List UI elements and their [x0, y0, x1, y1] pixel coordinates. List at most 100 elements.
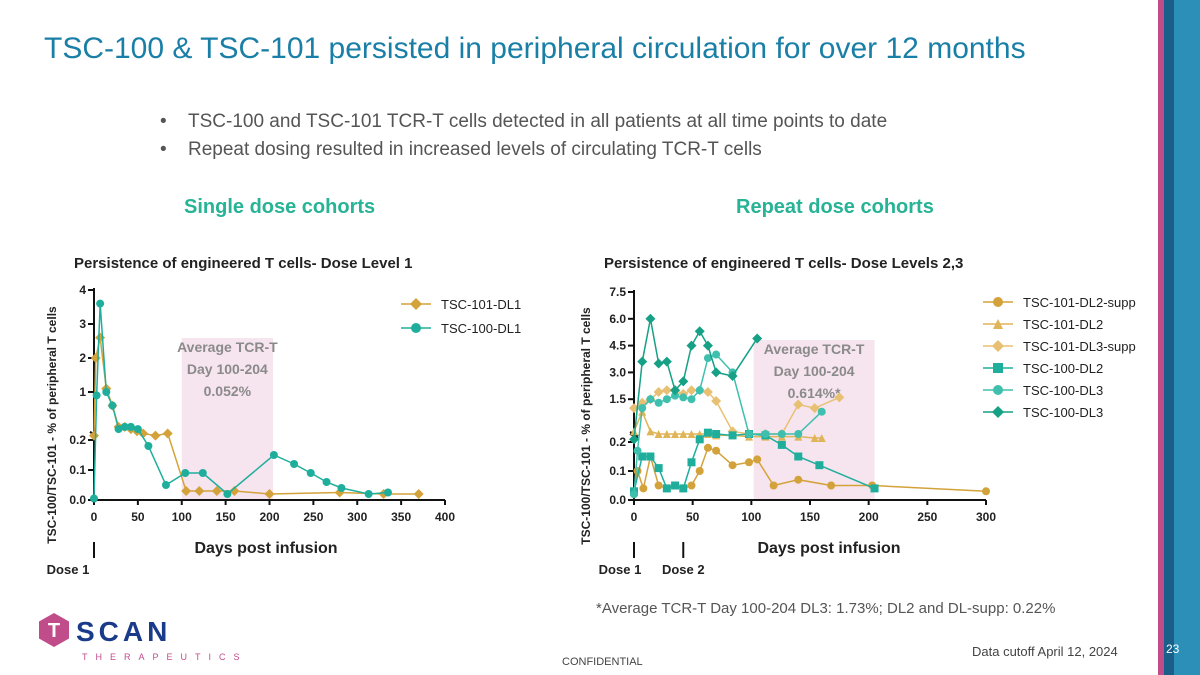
tscan-logo: T SCAN THERAPEUTICS — [36, 612, 240, 662]
page-title: TSC-100 & TSC-101 persisted in periphera… — [44, 32, 1026, 65]
y-tick-label: 0.1 — [609, 464, 626, 478]
data-point — [264, 489, 275, 499]
band-label: 0.052% — [204, 383, 252, 399]
y-axis-label: TSC-100/TSC-101 - % of peripheral T cell… — [45, 306, 59, 544]
confidential-label: CONFIDENTIAL — [562, 656, 643, 668]
data-point — [89, 430, 99, 441]
data-point — [744, 430, 753, 438]
data-point — [638, 404, 647, 413]
data-point — [654, 481, 663, 490]
data-point — [686, 340, 697, 351]
data-point — [727, 370, 738, 381]
band-label: Average TCR-T — [764, 341, 865, 357]
data-point — [827, 481, 836, 490]
average-band — [753, 340, 875, 500]
data-point — [870, 484, 879, 493]
data-point — [703, 354, 712, 363]
legend-label: TSC-101-DL1 — [441, 297, 521, 312]
data-point — [411, 323, 421, 333]
data-point — [211, 486, 222, 496]
data-point — [687, 458, 696, 467]
data-point — [728, 461, 737, 470]
data-point — [364, 490, 373, 498]
y-tick-label: 6.0 — [609, 312, 626, 326]
data-point — [126, 422, 135, 431]
data-point — [383, 488, 392, 497]
band-label: 0.614%* — [788, 385, 841, 401]
data-point — [194, 486, 205, 496]
y-tick-label: 0.0 — [69, 493, 86, 507]
dose-label: Dose 1 — [47, 562, 90, 577]
x-tick-label: 50 — [131, 510, 145, 524]
y-tick-label: 4.5 — [609, 339, 626, 353]
data-point — [815, 461, 824, 470]
y-tick-label: 4 — [79, 283, 86, 297]
data-point — [229, 486, 240, 496]
data-point — [702, 387, 713, 398]
legend-label: TSC-101-DL2-supp — [1023, 295, 1136, 310]
y-tick-label: 0.2 — [609, 435, 626, 449]
series-tsc-100-dl1 — [90, 299, 392, 503]
data-point — [679, 393, 688, 402]
data-point — [653, 387, 664, 398]
dose-label: Dose 2 — [662, 562, 705, 577]
data-point — [653, 358, 664, 369]
data-point — [654, 398, 663, 407]
data-point — [637, 356, 648, 367]
dose-label: Dose 1 — [599, 562, 642, 577]
data-point — [144, 442, 153, 450]
data-point — [223, 490, 232, 498]
data-point — [630, 490, 638, 499]
y-tick-label: 3 — [79, 317, 86, 331]
logo-word: SCAN — [76, 616, 172, 647]
data-point — [269, 451, 278, 459]
data-point — [670, 385, 681, 396]
data-point — [810, 434, 819, 442]
data-point — [777, 440, 786, 449]
band-label: Day 100-204 — [774, 363, 855, 379]
data-point — [992, 406, 1004, 418]
data-point — [817, 434, 826, 442]
data-point — [90, 353, 101, 363]
data-point — [993, 385, 1003, 395]
y-tick-label: 2 — [79, 351, 86, 365]
data-point — [817, 407, 826, 416]
y-axis-label: TSC-100/TSC-101 - % of peripheral T cell… — [579, 307, 593, 545]
legend-item: TSC-100-DL1 — [401, 321, 521, 336]
data-point — [662, 430, 671, 438]
legend-item: TSC-100-DL3 — [983, 383, 1103, 398]
bullet-item: TSC-100 and TSC-101 TCR-T cells detected… — [160, 108, 887, 136]
data-point — [671, 430, 680, 438]
data-point — [794, 475, 803, 484]
legend-label: TSC-100-DL2 — [1023, 361, 1103, 376]
x-tick-label: 200 — [859, 510, 879, 524]
data-point — [306, 469, 315, 477]
legend-label: TSC-101-DL2 — [1023, 317, 1103, 332]
data-point — [679, 484, 688, 493]
right-heading: Repeat dose cohorts — [736, 196, 934, 218]
data-point — [322, 478, 331, 486]
legend-label: TSC-100-DL1 — [441, 321, 521, 336]
x-tick-label: 0 — [631, 510, 638, 524]
data-point — [646, 395, 655, 404]
data-point — [654, 430, 663, 438]
logo-subtitle: THERAPEUTICS — [82, 652, 248, 662]
legend-item: TSC-101-DL2-supp — [983, 295, 1136, 310]
band-label: Average TCR-T — [177, 339, 278, 355]
data-point — [992, 340, 1004, 352]
data-point — [687, 395, 696, 404]
y-tick-label: 3.0 — [609, 365, 626, 379]
data-point — [671, 391, 680, 400]
data-point — [695, 435, 704, 444]
left-heading: Single dose cohorts — [184, 196, 376, 218]
x-tick-label: 300 — [347, 510, 367, 524]
data-point — [661, 356, 672, 367]
x-tick-label: 250 — [303, 510, 323, 524]
x-axis-label: Days post infusion — [757, 540, 900, 557]
x-tick-label: 150 — [800, 510, 820, 524]
data-point — [114, 425, 123, 434]
data-point — [120, 422, 129, 431]
data-point — [662, 484, 671, 493]
data-point — [108, 401, 117, 410]
x-tick-label: 100 — [741, 510, 761, 524]
